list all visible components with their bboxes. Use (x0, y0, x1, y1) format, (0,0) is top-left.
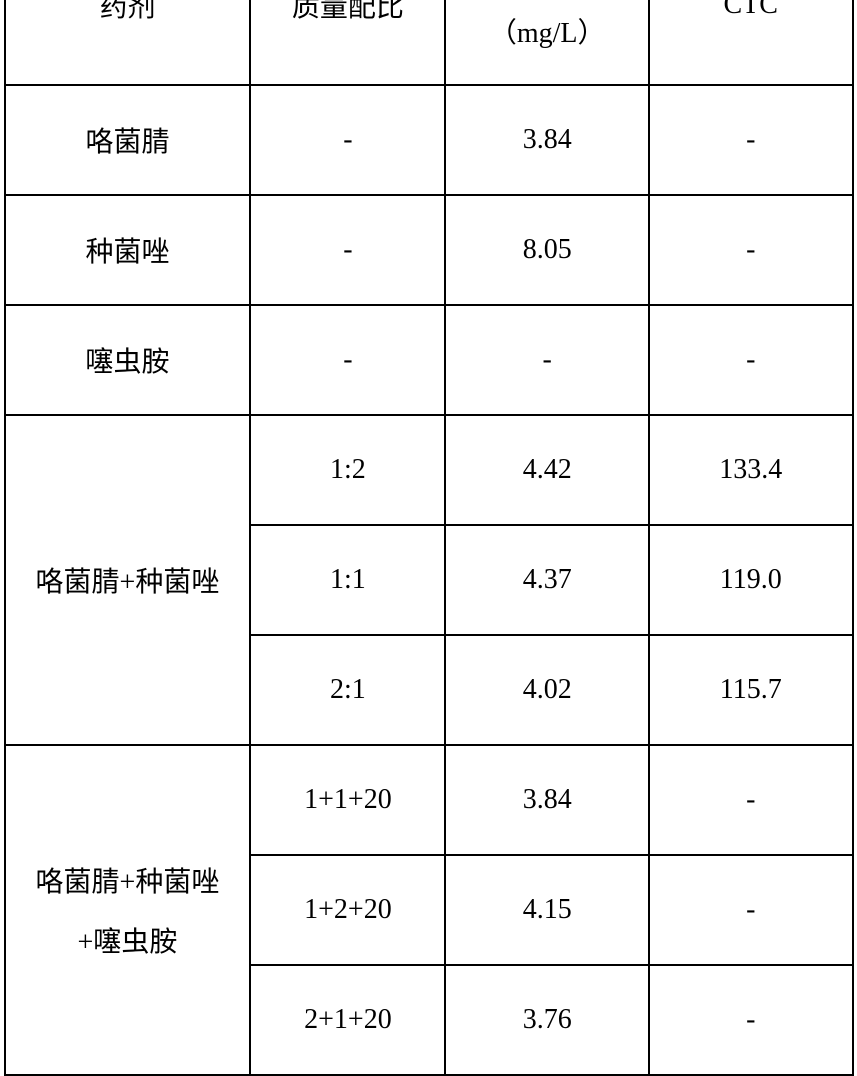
header-row: 药剂 质量配比 EC50 （mg/L） CTC (5, 0, 853, 85)
group2-agent-line2: +噻虫胺 (6, 920, 250, 960)
group2-agent-line1: 咯菌腈+种菌唑 (6, 860, 250, 900)
cell-ctc: 133.4 (649, 415, 853, 525)
cell-ratio: 1:1 (250, 525, 445, 635)
cell-ctc: - (649, 85, 853, 195)
cell-ratio: 1+2+20 (250, 855, 445, 965)
cell-ctc: - (649, 305, 853, 415)
cell-ec50: 4.37 (445, 525, 649, 635)
cell-ec50: 3.84 (445, 745, 649, 855)
cell-ratio: - (250, 305, 445, 415)
cell-agent-group2: 咯菌腈+种菌唑 +噻虫胺 (5, 745, 251, 1075)
cell-ratio: 1:2 (250, 415, 445, 525)
col-agent: 药剂 (5, 0, 251, 85)
cell-ctc: - (649, 745, 853, 855)
cell-ec50: 3.76 (445, 965, 649, 1075)
cell-ratio: 1+1+20 (250, 745, 445, 855)
table-row: 咯菌腈+种菌唑 1:2 4.42 133.4 (5, 415, 853, 525)
cell-ctc: - (649, 855, 853, 965)
cell-ratio: 2:1 (250, 635, 445, 745)
table-row: 咯菌腈 - 3.84 - (5, 85, 853, 195)
cell-ec50: 4.42 (445, 415, 649, 525)
cell-ctc: 115.7 (649, 635, 853, 745)
cell-ratio: 2+1+20 (250, 965, 445, 1075)
cell-ec50: 4.15 (445, 855, 649, 965)
ec50-table-container: 药剂 质量配比 EC50 （mg/L） CTC 咯菌腈 - 3.84 - 种菌唑… (4, 0, 854, 1076)
cell-ctc: - (649, 195, 853, 305)
cell-ctc: - (649, 965, 853, 1075)
col-ratio: 质量配比 (250, 0, 445, 85)
cell-agent: 噻虫胺 (5, 305, 251, 415)
cell-agent: 种菌唑 (5, 195, 251, 305)
cell-ctc: 119.0 (649, 525, 853, 635)
col-ctc: CTC (649, 0, 853, 85)
cell-ec50: - (445, 305, 649, 415)
table-row: 噻虫胺 - - - (5, 305, 853, 415)
cell-ec50: 4.02 (445, 635, 649, 745)
cell-agent: 咯菌腈 (5, 85, 251, 195)
table-row: 种菌唑 - 8.05 - (5, 195, 853, 305)
cell-agent-group1: 咯菌腈+种菌唑 (5, 415, 251, 745)
cell-ratio: - (250, 195, 445, 305)
cell-ec50: 3.84 (445, 85, 649, 195)
col-ec50: EC50 （mg/L） (445, 0, 649, 85)
table-row: 咯菌腈+种菌唑 +噻虫胺 1+1+20 3.84 - (5, 745, 853, 855)
cell-ratio: - (250, 85, 445, 195)
ec50-table: 药剂 质量配比 EC50 （mg/L） CTC 咯菌腈 - 3.84 - 种菌唑… (4, 0, 854, 1076)
cell-ec50: 8.05 (445, 195, 649, 305)
ec50-unit: （mg/L） (446, 11, 648, 51)
